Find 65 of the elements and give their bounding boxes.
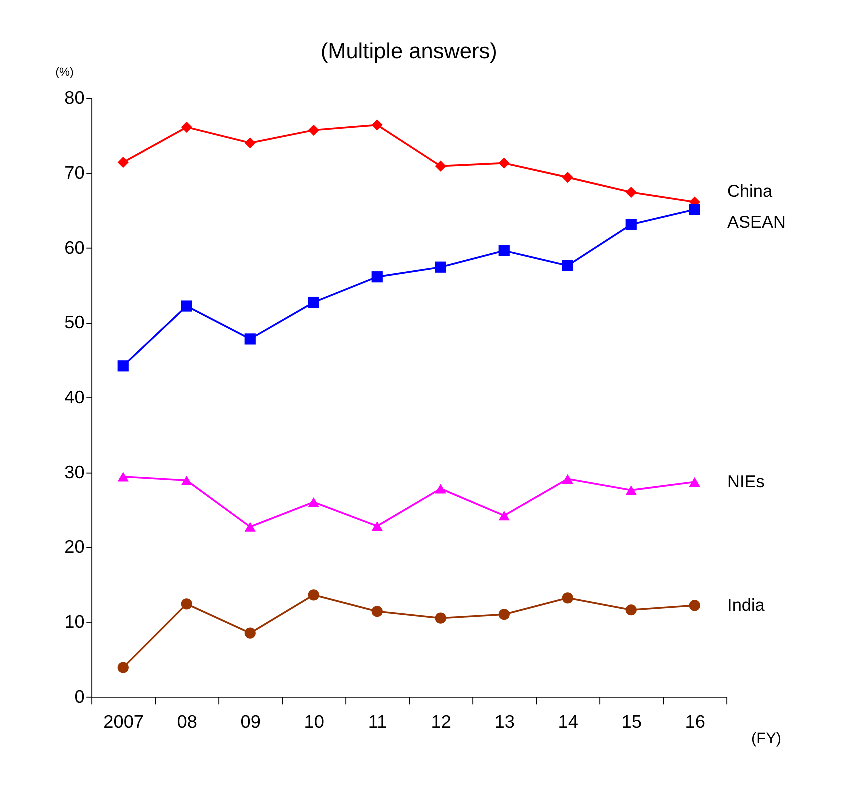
point [626,486,637,496]
x-tick-label: 11 [368,712,388,732]
point [689,204,700,216]
y-tick-label: 10 [64,612,85,632]
point [308,296,320,308]
x-tick-label: 2007 [104,712,144,732]
point [181,300,192,312]
series-label: China [728,180,773,201]
y-tick-label: 80 [64,88,85,108]
y-tick-label: 30 [64,462,85,482]
x-tick-label: 16 [685,712,706,732]
series-label: India [728,595,766,616]
point [626,604,637,616]
point [244,138,256,149]
x-tick-label: 12 [431,712,452,732]
y-tick-label: 70 [64,162,85,183]
y-tick-label: 20 [64,537,85,558]
x-tick-label: 15 [622,712,642,732]
point [181,598,192,610]
point [118,360,129,372]
series-label: NIEs [728,472,765,492]
point [689,477,700,487]
point [118,662,129,674]
point [498,158,510,169]
point [562,474,574,484]
point [244,628,256,639]
y-tick-label: 40 [64,387,85,408]
point [626,219,637,230]
y-tick-label: 60 [64,238,85,258]
y-axis-title: (%) [56,66,74,79]
point [244,334,256,345]
x-tick-label: 14 [558,712,578,732]
x-tick-label: 08 [177,712,198,732]
x-tick-label: 10 [304,712,324,732]
point [118,472,129,482]
point [435,612,446,624]
point [372,272,383,283]
point [308,590,320,601]
point [498,609,510,620]
point [308,124,320,136]
point [244,522,256,532]
point [498,511,510,521]
point [626,186,637,198]
x-axis-title: (FY) [752,730,782,748]
point [181,476,192,486]
point [689,600,700,612]
x-tick-label: 09 [240,712,261,732]
y-tick-label: 0 [74,686,85,707]
x-tick-label: 13 [494,712,515,732]
series-label: ASEAN [728,212,786,232]
point [372,606,383,618]
y-tick-label: 50 [64,312,85,333]
point [435,262,446,273]
point [562,260,574,272]
point [562,592,574,604]
point [372,120,383,131]
point [435,160,446,172]
point [118,157,129,168]
point [308,498,320,508]
point [372,521,383,532]
chart-title: (Multiple answers) [320,38,498,64]
point [435,484,446,494]
point [181,122,192,133]
point [562,172,574,184]
point [498,245,510,256]
